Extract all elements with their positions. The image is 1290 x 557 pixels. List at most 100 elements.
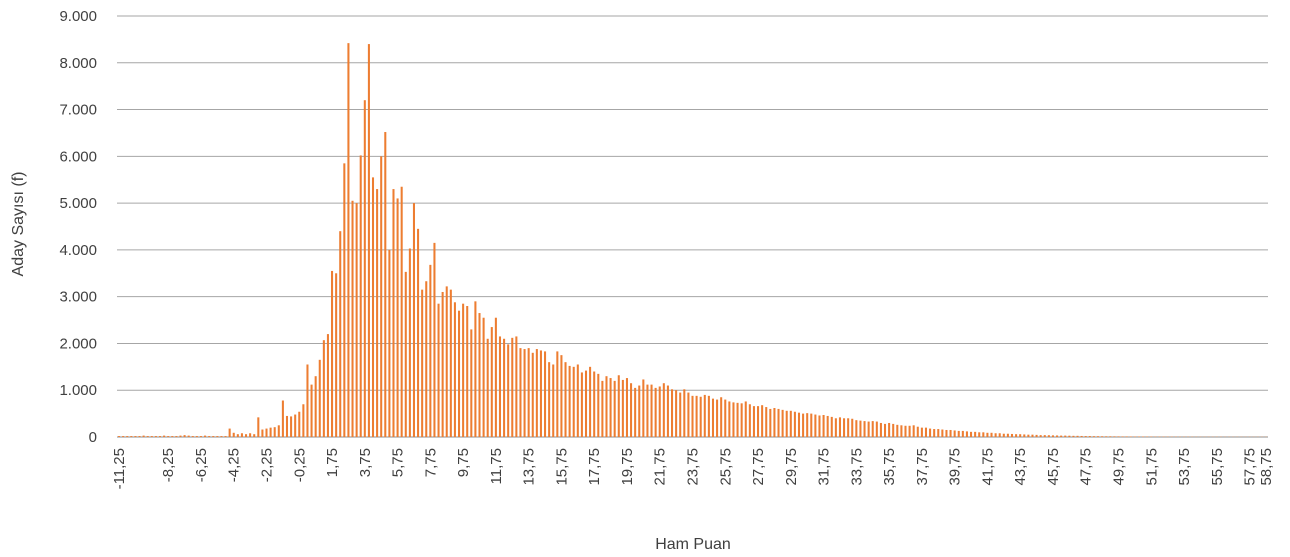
histogram-bar <box>281 400 284 437</box>
x-tick-label: 25,75 <box>717 448 734 486</box>
histogram-bar <box>314 376 317 437</box>
histogram-bar <box>462 303 465 437</box>
histogram-bar <box>240 433 243 437</box>
histogram-bar <box>458 310 461 437</box>
histogram-bar <box>544 351 547 437</box>
histogram-bar <box>687 392 690 437</box>
x-tick-label: 39,75 <box>947 448 964 486</box>
histogram-bar <box>269 427 272 437</box>
histogram-bar <box>843 418 846 437</box>
histogram-bar <box>576 364 579 437</box>
histogram-bar <box>376 189 379 437</box>
histogram-bar <box>531 352 534 437</box>
x-tick-labels: -11,25 -8,25 -6,25 -4,25 -2,25 -0,25 1,75 3,75 5… <box>111 448 1275 489</box>
x-tick-label: 7,75 <box>422 448 439 477</box>
histogram-bar <box>830 416 833 437</box>
y-tick-label: 0 <box>89 429 97 446</box>
histogram-bar <box>322 340 325 437</box>
histogram-bar <box>859 420 862 437</box>
histogram-bar <box>986 432 989 437</box>
histogram-bar <box>642 379 645 437</box>
histogram-bar <box>900 425 903 437</box>
histogram-bar <box>1072 435 1075 437</box>
histogram-bar <box>662 383 665 437</box>
histogram-bar <box>535 349 538 437</box>
histogram-bar <box>875 421 878 437</box>
histogram-bar <box>953 430 956 437</box>
histogram-bar <box>716 399 719 437</box>
histogram-bar <box>965 431 968 437</box>
histogram-bar <box>957 430 960 437</box>
histogram-bar <box>597 373 600 437</box>
histogram-bar <box>249 433 252 437</box>
y-tick-label: 2.000 <box>59 335 97 352</box>
histogram-bar <box>392 189 395 437</box>
histogram-bar <box>257 417 260 437</box>
histogram-bar <box>167 436 170 437</box>
histogram-bar <box>408 248 411 437</box>
histogram-bar <box>908 425 911 437</box>
histogram-bar <box>1002 433 1005 437</box>
histogram-bar <box>625 378 628 437</box>
histogram-bar <box>351 200 354 437</box>
histogram-bar <box>806 413 809 437</box>
histogram-bar <box>482 317 485 437</box>
histogram-bar <box>363 100 366 437</box>
histogram-bar <box>175 436 178 437</box>
histogram-bar <box>728 401 731 437</box>
x-tick-label: -11,25 <box>111 448 128 489</box>
histogram-bar <box>757 406 760 437</box>
histogram-bar <box>498 336 502 437</box>
histogram-bar <box>474 301 477 437</box>
histogram-bar <box>429 264 432 437</box>
histogram-bar <box>1129 436 1132 437</box>
histogram-bar <box>933 429 936 437</box>
histogram-bar <box>929 428 932 437</box>
histogram-bar <box>593 371 596 437</box>
histogram-bar <box>904 425 907 437</box>
histogram-bar <box>298 411 301 437</box>
histogram-bar <box>609 378 612 437</box>
histogram-bar <box>335 273 338 437</box>
histogram-bar <box>433 242 436 437</box>
histogram-bar <box>191 436 194 437</box>
histogram-bar <box>1027 434 1030 437</box>
histogram-bar <box>720 397 723 437</box>
histogram-bar <box>789 410 792 437</box>
histogram-bar <box>666 385 669 437</box>
x-tick-label: 47,75 <box>1078 448 1095 486</box>
histogram-bar <box>601 380 604 437</box>
histogram-bar <box>150 436 153 437</box>
histogram-bar <box>347 43 350 437</box>
histogram-bar <box>671 389 674 437</box>
histogram-bar <box>1105 436 1108 437</box>
histogram-bar <box>224 436 227 437</box>
histogram-bar <box>511 337 514 437</box>
histogram-bar <box>294 414 297 437</box>
x-tick-label: 1,75 <box>324 448 341 477</box>
histogram-bar <box>421 289 424 437</box>
histogram-bar <box>683 389 686 437</box>
histogram-bar <box>580 372 583 437</box>
histogram-bar <box>1092 436 1095 437</box>
histogram-bar <box>654 387 657 437</box>
histogram-bar <box>285 415 289 437</box>
x-tick-label: 37,75 <box>914 448 931 486</box>
histogram-bar <box>838 417 841 437</box>
histogram-bar <box>765 407 768 437</box>
x-tick-label: -4,25 <box>226 448 243 482</box>
histogram-bar <box>834 418 837 437</box>
x-tick-label: 43,75 <box>1012 448 1029 486</box>
histogram-bar <box>564 362 567 437</box>
histogram-bar <box>1051 435 1054 437</box>
histogram-bar <box>785 410 788 437</box>
histogram-bar <box>134 436 137 437</box>
histogram-bar <box>896 424 899 437</box>
histogram-bar <box>994 433 997 437</box>
histogram-bar <box>1035 434 1038 437</box>
x-tick-label: 5,75 <box>390 448 407 477</box>
histogram-bar <box>924 427 927 437</box>
histogram-bar <box>212 436 215 437</box>
histogram-bar <box>449 289 452 437</box>
histogram-bar <box>1101 436 1104 437</box>
